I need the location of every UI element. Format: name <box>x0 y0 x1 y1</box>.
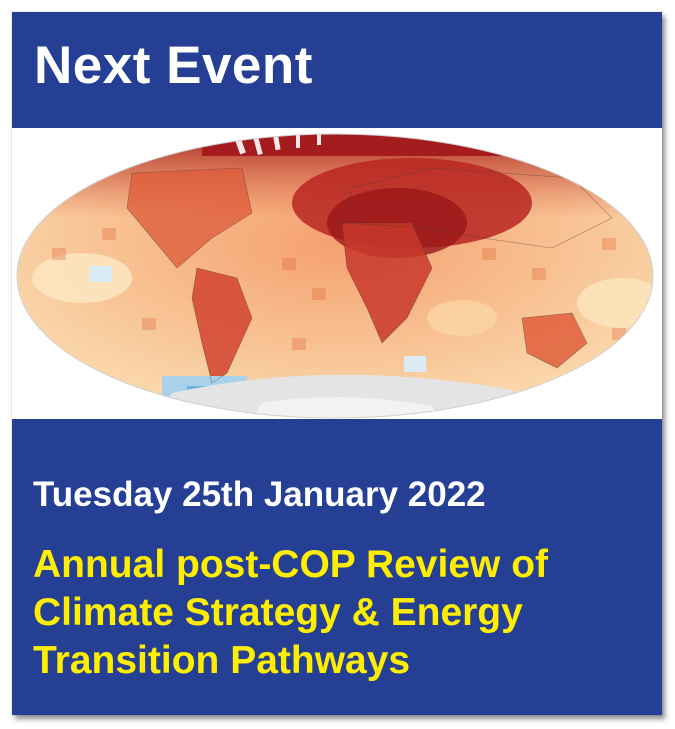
event-title[interactable]: Annual post-COP Review of Climate Strate… <box>33 541 658 685</box>
temperature-map-icon <box>16 133 654 419</box>
event-title-line: Climate Strategy & Energy <box>33 591 523 634</box>
event-title-line: Annual post-COP Review of <box>33 543 548 586</box>
next-event-card[interactable]: Next Event <box>12 12 662 715</box>
event-details-panel: Tuesday 25th January 2022 Annual post-CO… <box>12 419 662 715</box>
event-title-line: Transition Pathways <box>33 639 411 682</box>
event-date: Tuesday 25th January 2022 <box>33 475 486 514</box>
header-banner: Next Event <box>12 12 662 128</box>
world-temperature-map-image <box>12 128 662 419</box>
header-title: Next Event <box>34 36 313 95</box>
